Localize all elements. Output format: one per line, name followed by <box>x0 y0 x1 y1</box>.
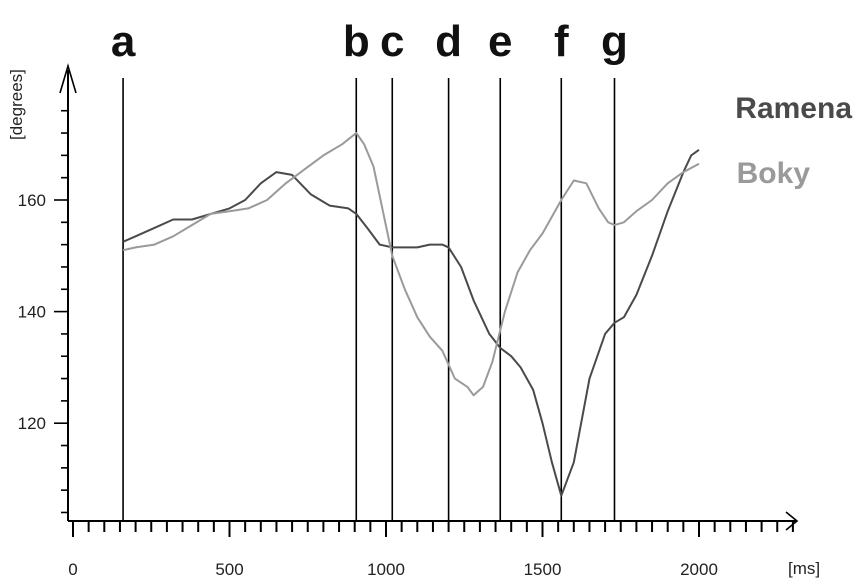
x-tick-label: 1500 <box>524 560 562 579</box>
y-tick-label: 140 <box>18 303 46 322</box>
marker-label-g: g <box>601 17 628 66</box>
marker-label-b: b <box>343 17 370 66</box>
series-line-ramena <box>122 148 700 497</box>
marker-label-a: a <box>111 17 136 66</box>
y-tick-label: 160 <box>18 191 46 210</box>
y-ticks: 120 140 160 <box>18 109 68 514</box>
legend-label-ramena: Ramena <box>735 92 852 125</box>
x-axis-title: [ms] <box>788 559 820 578</box>
x-tick-label: 500 <box>215 560 243 579</box>
marker-label-d: d <box>435 17 462 66</box>
series-line-boky <box>122 132 700 397</box>
legend: Ramena Boky <box>735 92 852 190</box>
y-tick-label: 120 <box>18 414 46 433</box>
marker-label-e: e <box>488 17 512 66</box>
x-axis: 0 500 1000 1500 2000 [ms] <box>68 511 820 579</box>
marker-label-f: f <box>554 17 569 66</box>
series-lines <box>122 132 700 497</box>
y-axis: 120 140 160 [degrees] <box>7 63 77 521</box>
y-axis-arrow-icon <box>59 63 77 94</box>
marker-label-c: c <box>380 17 404 66</box>
x-tick-label: 0 <box>68 560 77 579</box>
x-ticks: 0 500 1000 1500 2000 <box>68 521 794 579</box>
x-tick-label: 1000 <box>367 560 405 579</box>
x-tick-label: 2000 <box>680 560 718 579</box>
x-axis-arrow-icon <box>785 511 799 531</box>
y-axis-title: [degrees] <box>7 69 26 140</box>
legend-label-boky: Boky <box>737 157 811 190</box>
